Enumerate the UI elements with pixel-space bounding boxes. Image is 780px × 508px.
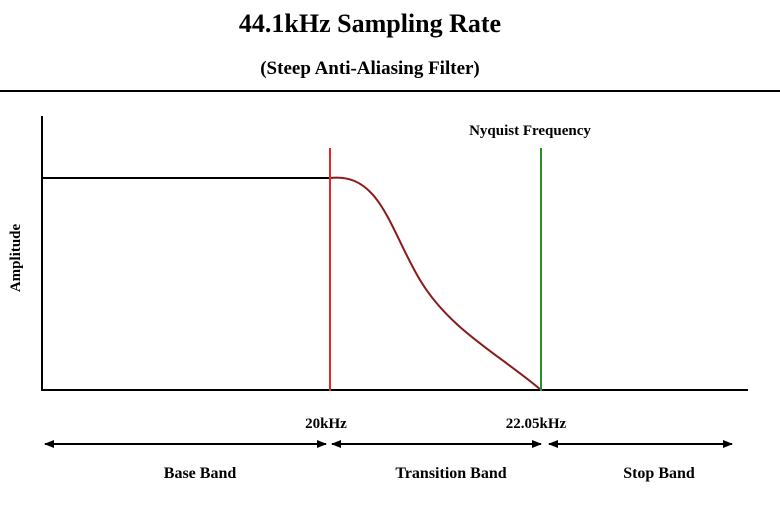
page-subtitle: (Steep Anti-Aliasing Filter): [260, 58, 480, 79]
page-title: 44.1kHz Sampling Rate: [239, 9, 501, 38]
band-label-transition: Transition Band: [395, 465, 506, 482]
rolloff-curve: [329, 176, 542, 391]
marker-label-20khz: 20kHz: [305, 416, 347, 432]
band-label-base: Base Band: [164, 465, 237, 482]
marker-label-22khz: 22.05kHz: [506, 416, 567, 432]
nyquist-label: Nyquist Frequency: [469, 123, 591, 139]
band-label-stop: Stop Band: [623, 465, 695, 482]
y-axis-label: Amplitude: [8, 223, 24, 292]
